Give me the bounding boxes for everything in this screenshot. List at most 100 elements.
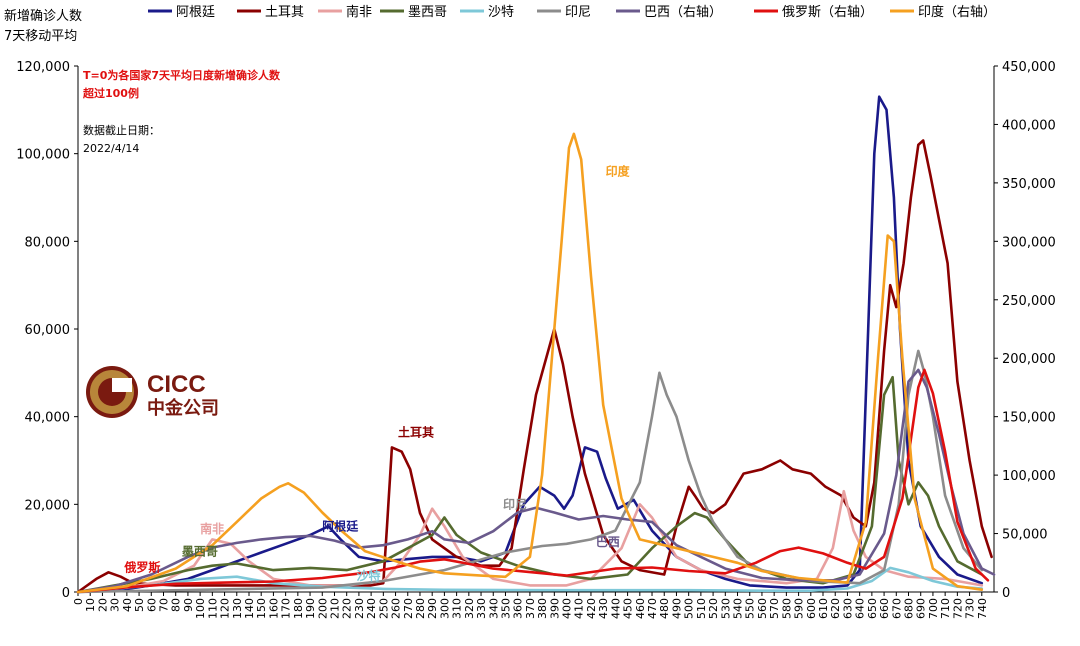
x-tick-label: 520 (707, 598, 720, 619)
x-tick-label: 570 (768, 598, 781, 619)
x-tick-label: 400 (561, 598, 574, 619)
x-tick-label: 670 (890, 598, 903, 619)
x-tick-label: 130 (231, 598, 244, 619)
series-line (76, 349, 984, 594)
x-tick-label: 720 (951, 598, 964, 619)
series-line (76, 375, 984, 594)
y-left-tick-label: 20,000 (25, 498, 71, 513)
series-inline-label: 墨西哥 (182, 545, 218, 559)
series-inline-label: 印度 (606, 164, 631, 179)
series-inline-label: 土耳其 (398, 424, 434, 439)
x-tick-label: 600 (805, 598, 818, 619)
x-tick-label: 330 (475, 598, 488, 619)
annotation-line1: T=0为各国家7天平均日度新增确诊人数 (83, 68, 281, 82)
x-tick-label: 280 (414, 598, 427, 619)
x-tick-label: 270 (402, 598, 415, 619)
x-tick-label: 290 (426, 598, 439, 619)
x-tick-label: 200 (316, 598, 329, 619)
x-tick-label: 380 (536, 598, 549, 619)
x-tick-label: 500 (683, 598, 696, 619)
x-tick-label: 630 (841, 598, 854, 619)
series-inline-label: 巴西 (596, 535, 620, 549)
x-tick-label: 0 (72, 598, 85, 605)
logo-mark-notch (112, 378, 132, 392)
y-left-tick-label: 80,000 (25, 235, 71, 250)
x-tick-label: 40 (121, 598, 134, 612)
series-inline-label: 沙特 (356, 568, 380, 583)
y-right-tick-label: 100,000 (1002, 469, 1056, 484)
x-tick-label: 230 (353, 598, 366, 619)
x-tick-label: 190 (304, 598, 317, 619)
x-tick-label: 700 (927, 598, 940, 619)
x-tick-label: 740 (976, 598, 989, 619)
x-tick-label: 180 (292, 598, 305, 619)
x-tick-label: 50 (133, 598, 146, 612)
annotation-line2: 超过100例 (82, 86, 139, 100)
legend-label: 俄罗斯（右轴） (782, 5, 873, 20)
x-tick-label: 410 (573, 598, 586, 619)
legend-label: 印度（右轴） (918, 4, 996, 20)
legend-label: 土耳其 (265, 5, 304, 20)
series-inline-label: 阿根廷 (322, 519, 359, 534)
y-left-title-line1: 新增确诊人数 (4, 8, 82, 24)
x-tick-label: 80 (170, 598, 183, 612)
x-tick-label: 690 (915, 598, 928, 619)
x-tick-label: 710 (939, 598, 952, 619)
x-tick-label: 300 (438, 598, 451, 619)
y-right-tick-label: 350,000 (1002, 177, 1056, 192)
y-left-title-line2: 7天移动平均 (4, 29, 77, 44)
x-tick-label: 470 (646, 598, 659, 619)
y-left-title: 新增确诊人数 7天移动平均 (4, 8, 82, 44)
x-tick-label: 250 (377, 598, 390, 619)
x-tick-label: 340 (487, 598, 500, 619)
x-tick-label: 680 (903, 598, 916, 619)
x-tick-label: 650 (866, 598, 879, 619)
x-tick-label: 210 (328, 598, 341, 619)
x-tick-label: 480 (658, 598, 671, 619)
x-tick-label: 260 (390, 598, 403, 619)
x-tick-label: 20 (96, 598, 109, 612)
y-right-tick-label: 200,000 (1002, 352, 1056, 367)
x-tick-label: 220 (341, 598, 354, 619)
legend-label: 南非 (346, 4, 372, 20)
x-tick-label: 640 (854, 598, 867, 619)
series-line (76, 566, 984, 594)
legend-label: 巴西（右轴） (644, 5, 722, 20)
logo-text-cn: 中金公司 (147, 397, 219, 419)
y-left-tick-label: 100,000 (16, 148, 70, 163)
x-tick-label: 490 (670, 598, 683, 619)
x-tick-label: 430 (597, 598, 610, 619)
x-tick-label: 30 (109, 598, 122, 612)
x-tick-label: 620 (829, 598, 842, 619)
series-inline-label: 南非 (200, 521, 224, 536)
plot-area: 0 20,000 40,000 60,000 80,000 100,000 120,000 0… (16, 60, 1056, 619)
x-tick-label: 350 (499, 598, 512, 619)
y-right-tick-label: 300,000 (1002, 235, 1056, 250)
y-right-tick-label: 250,000 (1002, 294, 1056, 309)
x-tick-label: 590 (793, 598, 806, 619)
x-tick-label: 550 (744, 598, 757, 619)
annotation: T=0为各国家7天平均日度新增确诊人数 超过100例 数据截止日期： 2022/… (82, 68, 281, 155)
x-tick-label: 240 (365, 598, 378, 619)
x-tick-label: 370 (524, 598, 537, 619)
series-line (76, 132, 984, 594)
x-tick-label: 610 (817, 598, 830, 619)
x-tick-label: 730 (964, 598, 977, 619)
x-tick-label: 580 (780, 598, 793, 619)
y-left-tick-label: 120,000 (16, 60, 70, 75)
x-tick-label: 100 (194, 598, 207, 619)
x-tick-label: 540 (732, 598, 745, 619)
y-right-tick-label: 400,000 (1002, 118, 1056, 133)
logo-text-en: CICC (147, 371, 206, 398)
x-tick-label: 120 (219, 598, 232, 619)
legend-label: 沙特 (488, 5, 514, 20)
series-line (76, 489, 984, 594)
x-tick-label: 90 (182, 598, 195, 612)
y-right-tick-label: 150,000 (1002, 411, 1056, 426)
series-inline-label: 印尼 (503, 498, 527, 512)
x-tick-label: 530 (719, 598, 732, 619)
x-tick-label: 560 (756, 598, 769, 619)
y-left-tick-label: 60,000 (25, 323, 71, 338)
y-right-tick-label: 50,000 (1002, 528, 1048, 543)
